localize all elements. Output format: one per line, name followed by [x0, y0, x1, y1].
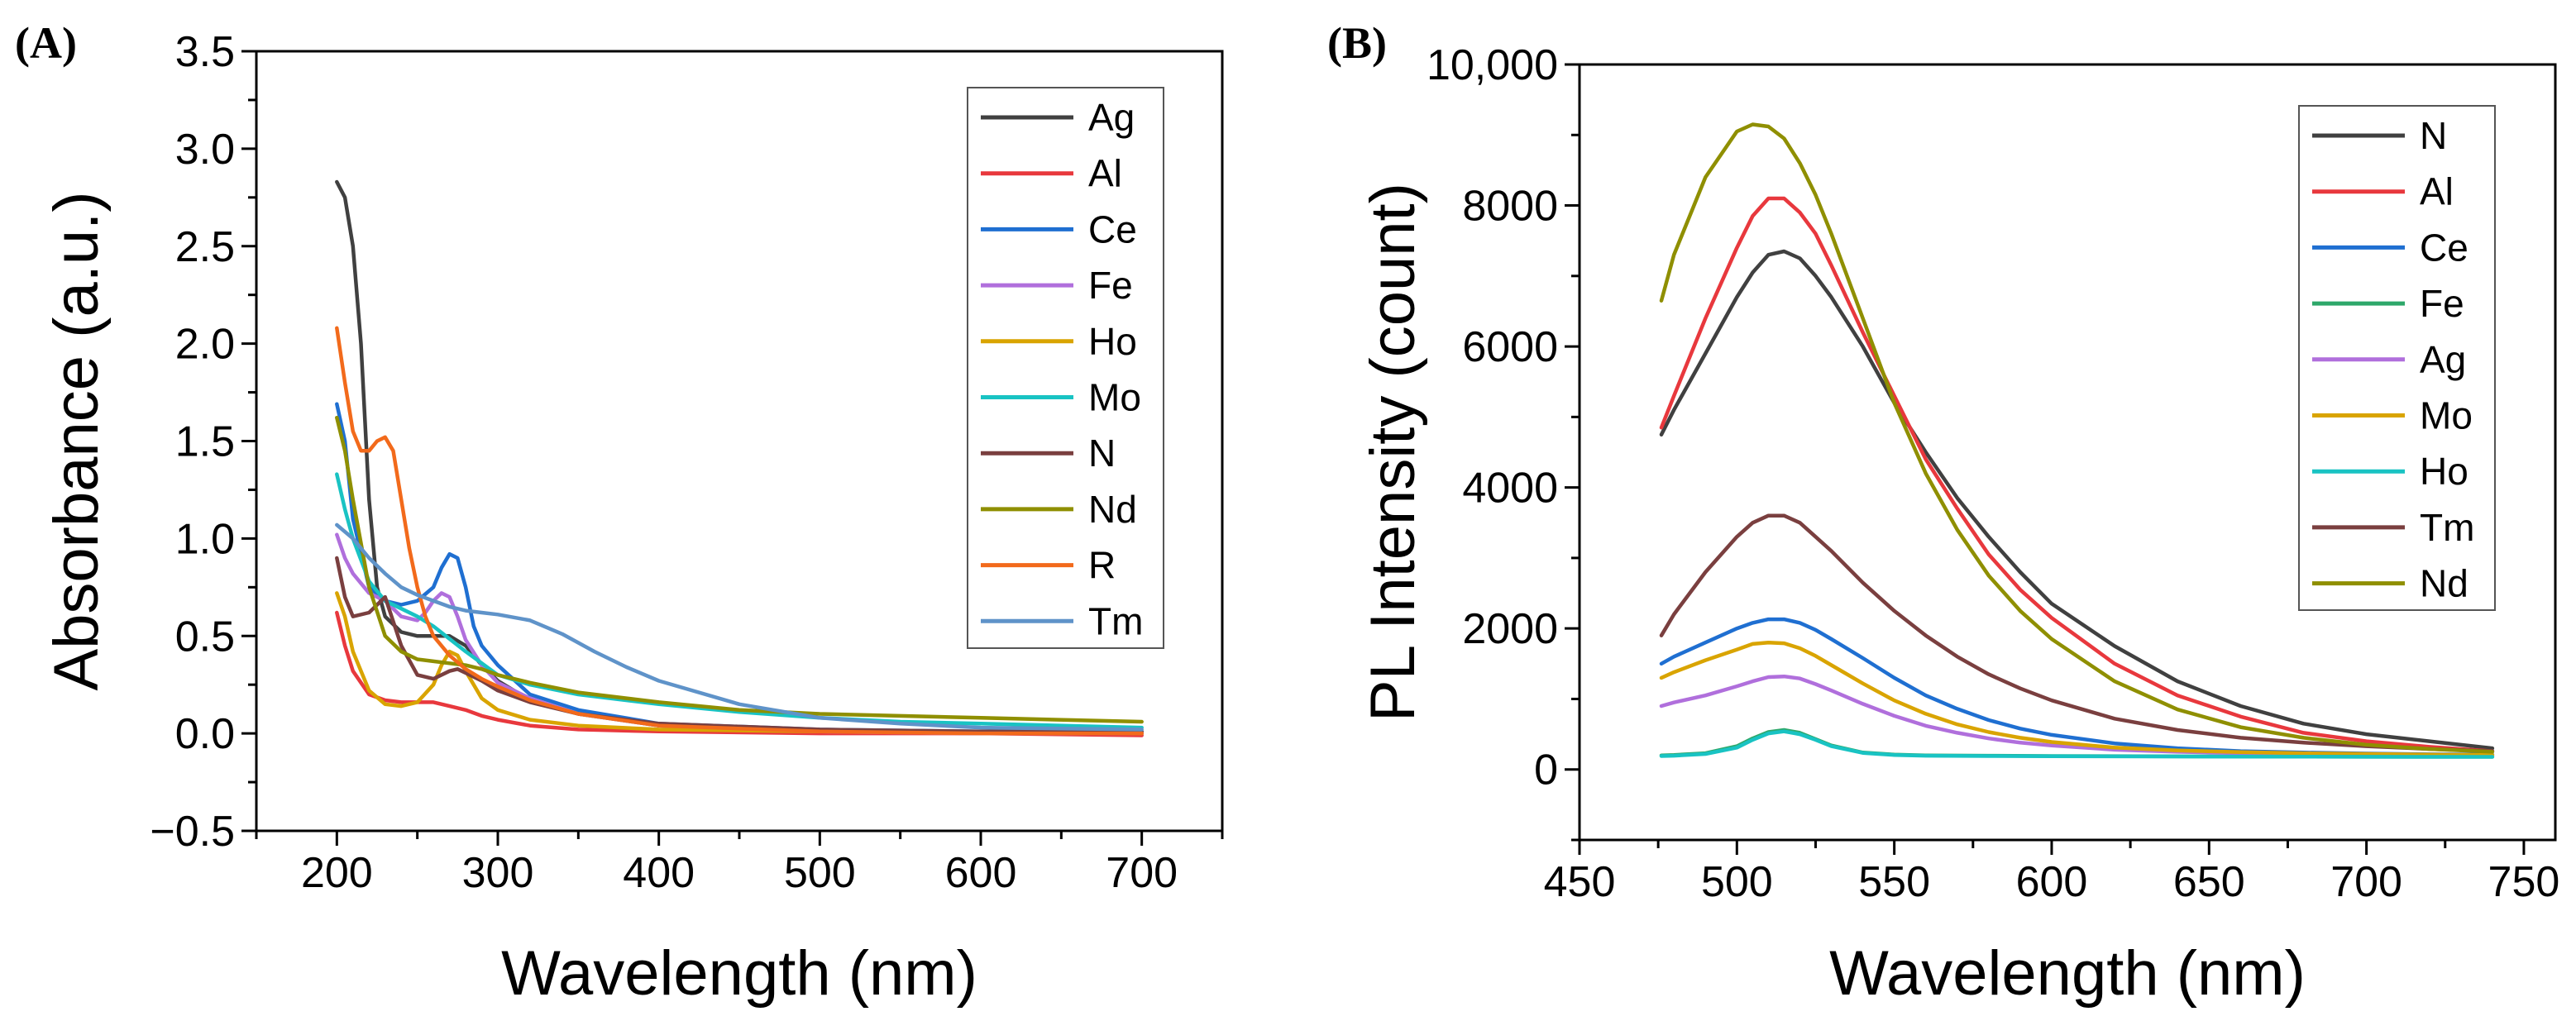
y-tick-label: 10,000: [1427, 41, 1558, 89]
y-axis-title: Absorbance (a.u.): [41, 191, 112, 690]
legend-box: [967, 87, 1164, 649]
x-tick-label: 500: [784, 849, 856, 897]
legend-label-nd: Nd: [1088, 488, 1137, 531]
x-tick-label: 550: [1858, 858, 1930, 906]
x-tick-label: 600: [2016, 858, 2088, 906]
y-tick-label: 0: [1534, 747, 1558, 794]
y-tick-label: 4000: [1462, 465, 1558, 513]
legend-label-al: Al: [2420, 170, 2454, 213]
y-tick-label: 1.5: [175, 418, 235, 466]
series-line-n: [335, 556, 1144, 734]
y-tick-label: 1.0: [175, 515, 235, 563]
y-tick-label: 2.0: [175, 321, 235, 369]
y-tick-label: 3.0: [175, 126, 235, 174]
x-tick-label: 450: [1544, 858, 1616, 906]
series-line-ho: [1659, 729, 2495, 759]
series-line-al: [1659, 196, 2495, 753]
x-tick-label: 700: [2330, 858, 2402, 906]
panel-label: (A): [15, 18, 77, 68]
legend-label-ho: Ho: [1088, 320, 1137, 363]
legend-label-ag: Ag: [2420, 338, 2466, 381]
x-tick-label: 500: [1701, 858, 1773, 906]
series-line-al: [335, 610, 1144, 737]
legend-label-al: Al: [1088, 152, 1122, 195]
series-group: [1659, 122, 2495, 759]
plot-frame: [1578, 63, 2557, 842]
x-tick-label: 600: [945, 849, 1017, 897]
legend-label-r: R: [1088, 544, 1116, 587]
legend-label-ce: Ce: [1088, 208, 1137, 250]
legend: Ag Al Ce Fe Ho Mo N Nd R Tm: [967, 87, 1164, 649]
series-line-ho: [335, 591, 1144, 736]
x-tick-label: 200: [301, 849, 373, 897]
legend-label-nd: Nd: [2420, 562, 2468, 605]
series-line-r: [335, 326, 1144, 736]
panel-a-absorbance: (A) 200 300 400 500 600 700 −0.5 0.0 0.5 1.0 1.5 2.0…: [15, 18, 1224, 1009]
x-tick-label: 400: [623, 849, 695, 897]
y-tick-label: 8000: [1462, 183, 1558, 231]
x-tick-label: 650: [2173, 858, 2245, 906]
y-tick-label: 3.5: [175, 28, 235, 76]
series-line-tm: [1659, 513, 2495, 753]
legend-label-fe: Fe: [2420, 282, 2464, 325]
series-line-nd: [335, 415, 1144, 724]
legend-label-tm: Tm: [1088, 599, 1143, 642]
series-line-nd: [1659, 122, 2495, 754]
panel-label: (B): [1327, 18, 1387, 68]
legend-label-tm: Tm: [2420, 506, 2474, 549]
series-line-tm: [335, 522, 1144, 732]
y-tick-label: 2000: [1462, 605, 1558, 653]
panel-b-pl-intensity: (B) 450 500 550 600 650 700 750 0 2000 4000 6000 800…: [1327, 18, 2559, 1009]
legend: N Al Ce Fe Ag Mo Ho Tm Nd: [2298, 105, 2496, 611]
y-axis-title: PL Intensity (count): [1358, 183, 1428, 722]
legend-label-mo: Mo: [1088, 376, 1141, 419]
y-tick-label: 6000: [1462, 323, 1558, 371]
y-tick-label: 2.5: [175, 223, 235, 271]
series-group: [335, 179, 1144, 737]
y-tick-label: −0.5: [150, 808, 235, 856]
legend-label-mo: Mo: [2420, 394, 2473, 437]
x-tick-label: 300: [462, 849, 534, 897]
y-tick-label: 0.5: [175, 613, 235, 661]
x-axis-title: Wavelength (nm): [501, 938, 977, 1009]
series-line-mo: [1659, 640, 2495, 757]
legend-label-ce: Ce: [2420, 226, 2468, 269]
legend-label-fe: Fe: [1088, 264, 1133, 307]
legend-label-n: N: [2420, 114, 2447, 157]
x-tick-label: 700: [1106, 849, 1178, 897]
legend-label-n: N: [1088, 432, 1116, 475]
legend-label-ag: Ag: [1088, 96, 1135, 139]
legend-label-ho: Ho: [2420, 450, 2468, 493]
x-axis-title: Wavelength (nm): [1829, 938, 2306, 1009]
x-tick-label: 750: [2488, 858, 2560, 906]
y-tick-label: 0.0: [175, 710, 235, 758]
